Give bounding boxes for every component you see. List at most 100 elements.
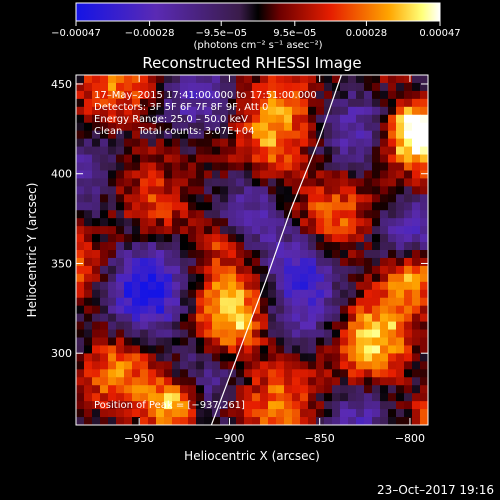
heatmap-cell xyxy=(236,106,245,116)
heatmap-cell xyxy=(356,82,365,92)
colorbar-tick-label: 0.00047 xyxy=(419,28,460,39)
heatmap-cell xyxy=(300,289,309,299)
heatmap-cell xyxy=(364,409,373,418)
heatmap-cell xyxy=(372,130,381,140)
heatmap-cell xyxy=(204,250,213,259)
heatmap-cell xyxy=(196,75,205,84)
heatmap-cell xyxy=(340,82,349,92)
heatmap-cell xyxy=(252,321,261,331)
heatmap-cell xyxy=(236,385,245,394)
heatmap-cell xyxy=(132,202,141,211)
heatmap-cell xyxy=(396,250,405,259)
heatmap-cell xyxy=(348,393,357,402)
heatmap-cell xyxy=(380,377,389,386)
heatmap-cell xyxy=(148,202,157,211)
heatmap-cell xyxy=(108,242,117,251)
heatmap-cell xyxy=(92,154,101,164)
heatmap-cell xyxy=(268,162,277,172)
heatmap-cell xyxy=(172,210,181,219)
heatmap-cell xyxy=(316,106,325,116)
heatmap-cell xyxy=(196,361,205,370)
heatmap-cell xyxy=(220,218,229,227)
heatmap-cell xyxy=(396,170,405,179)
heatmap-cell xyxy=(164,106,173,116)
heatmap-cell xyxy=(108,130,117,140)
heatmap-cell xyxy=(268,82,277,92)
heatmap-cell xyxy=(116,393,125,402)
heatmap-cell xyxy=(260,265,269,275)
heatmap-cell xyxy=(140,345,149,354)
heatmap-cell xyxy=(300,385,309,394)
heatmap-cell xyxy=(188,242,197,251)
heatmap-cell xyxy=(100,401,109,410)
heatmap-cell xyxy=(204,393,213,402)
heatmap-cell xyxy=(244,75,253,84)
heatmap-cell xyxy=(396,409,405,418)
heatmap-cell xyxy=(236,369,245,378)
heatmap-cell xyxy=(100,162,109,172)
heatmap-cell xyxy=(292,345,301,354)
heatmap-cell xyxy=(380,385,389,394)
heatmap-cell xyxy=(364,146,373,156)
heatmap-cell xyxy=(140,178,149,187)
heatmap-cell xyxy=(124,218,133,227)
heatmap-cell xyxy=(220,250,229,259)
heatmap-cell xyxy=(140,289,149,299)
heatmap-cell xyxy=(156,345,165,354)
heatmap-cell xyxy=(388,329,397,339)
heatmap-cell xyxy=(164,265,173,275)
heatmap-cell xyxy=(332,178,341,187)
heatmap-cell xyxy=(92,409,101,418)
heatmap-cell xyxy=(284,257,293,267)
heatmap-cell xyxy=(348,122,357,132)
heatmap-cell xyxy=(396,242,405,251)
heatmap-cell xyxy=(404,377,413,386)
heatmap-cell xyxy=(212,250,221,259)
heatmap-cell xyxy=(124,106,133,116)
heatmap-cell xyxy=(332,98,341,108)
heatmap-cell xyxy=(316,385,325,394)
heatmap-cell xyxy=(364,106,373,116)
heatmap-cell xyxy=(108,281,117,291)
heatmap-cell xyxy=(308,234,317,243)
heatmap-cell xyxy=(164,289,173,299)
heatmap-cell xyxy=(396,329,405,339)
heatmap-cell xyxy=(124,82,133,92)
heatmap-cell xyxy=(204,170,213,179)
heatmap-cell xyxy=(308,250,317,259)
info-line-detectors: Detectors: 3F 5F 6F 7F 8F 9F, Att 0 xyxy=(94,102,268,113)
heatmap-cell xyxy=(76,114,85,124)
heatmap-cell xyxy=(324,329,333,339)
heatmap-cell xyxy=(84,377,93,386)
heatmap-cell xyxy=(300,250,309,259)
heatmap-cell xyxy=(268,281,277,291)
heatmap-cell xyxy=(164,345,173,354)
heatmap-cell xyxy=(252,353,261,362)
heatmap-cell xyxy=(372,273,381,283)
heatmap-cell xyxy=(124,353,133,362)
heatmap-cell xyxy=(76,313,85,323)
heatmap-cell xyxy=(332,257,341,267)
heatmap-cell xyxy=(92,321,101,331)
heatmap-cell xyxy=(236,170,245,179)
heatmap-cell xyxy=(244,98,253,108)
heatmap-cell xyxy=(268,98,277,108)
heatmap-cell xyxy=(420,90,428,100)
heatmap-cell xyxy=(228,281,237,291)
heatmap-cell xyxy=(124,242,133,251)
heatmap-cell xyxy=(220,202,229,211)
heatmap-cell xyxy=(220,154,229,164)
heatmap-cell xyxy=(268,170,277,179)
heatmap-cell xyxy=(108,377,117,386)
heatmap-cell xyxy=(196,226,205,235)
heatmap-cell xyxy=(420,98,428,108)
heatmap-cell xyxy=(260,194,269,203)
heatmap-cell xyxy=(388,321,397,331)
heatmap-cell xyxy=(252,122,261,132)
heatmap-cell xyxy=(340,114,349,124)
heatmap-cell xyxy=(252,273,261,283)
heatmap-cell xyxy=(116,329,125,339)
heatmap-cell xyxy=(116,417,125,425)
heatmap-cell xyxy=(348,345,357,354)
heatmap-cell xyxy=(380,202,389,211)
